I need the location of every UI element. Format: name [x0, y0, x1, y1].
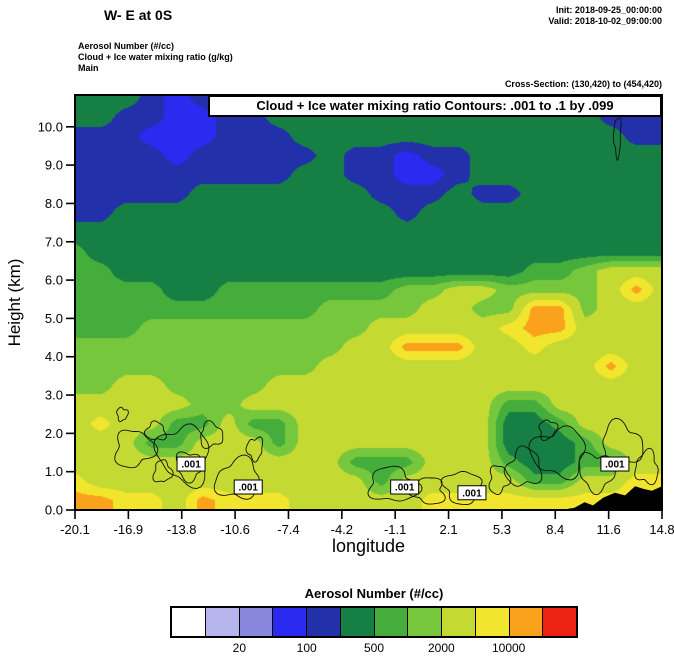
field-list: Aerosol Number (#/cc) Cloud + Ice water … [78, 41, 233, 74]
colorbar-tick-label: 10000 [491, 641, 526, 655]
y-tick-label: 8.0 [45, 196, 63, 211]
x-tick-label: -4.2 [331, 522, 353, 537]
x-tick-label: 2.1 [440, 522, 458, 537]
field-cloud-ice-mixing-ratio: Cloud + Ice water mixing ratio (g/kg) [78, 52, 233, 62]
y-tick-label: 9.0 [45, 158, 63, 173]
run-times: Init: 2018-09-25_00:00:00 Valid: 2018-10… [548, 5, 662, 27]
valid-time: Valid: 2018-10-02_09:00:00 [548, 16, 662, 26]
x-axis-label: longitude [331, 536, 406, 556]
x-tick-label: 5.3 [493, 522, 511, 537]
field-main: Main [78, 63, 99, 73]
contour-info-banner: Cloud + Ice water mixing ratio Contours:… [208, 95, 662, 117]
x-tick-label: -13.8 [167, 522, 197, 537]
colorbar-cell [238, 608, 273, 636]
colorbar-cell [508, 608, 543, 636]
page-title: W- E at 0S [104, 7, 173, 23]
colorbar-cell [172, 608, 205, 636]
x-tick-label: 14.8 [649, 522, 674, 537]
colorbar-cell [542, 608, 576, 636]
colorbar [170, 606, 578, 638]
y-tick-label: 2.0 [45, 426, 63, 441]
y-tick-label: 4.0 [45, 349, 63, 364]
colorbar-cell [306, 608, 340, 636]
y-axis-label: Height (km) [5, 259, 24, 347]
y-tick-label: 6.0 [45, 273, 63, 288]
x-tick-label: 8.4 [546, 522, 564, 537]
y-tick-label: 3.0 [45, 388, 63, 403]
colorbar-tick-labels: 20 100 500 2000 10000 [170, 641, 578, 656]
init-time: Init: 2018-09-25_00:00:00 [555, 5, 662, 15]
field-aerosol-number: Aerosol Number (#/cc) [78, 41, 175, 51]
colorbar-cell [339, 608, 374, 636]
x-tick-label: -20.1 [60, 522, 90, 537]
x-tick-label: -1.1 [384, 522, 406, 537]
colorbar-cell [407, 608, 441, 636]
y-tick-label: 7.0 [45, 234, 63, 249]
x-tick-label: -7.4 [277, 522, 299, 537]
colorbar-tick-label: 500 [363, 641, 385, 655]
colorbar-tick-label: 100 [296, 641, 317, 655]
y-tick-label: 10.0 [38, 119, 63, 134]
x-tick-label: -16.9 [114, 522, 144, 537]
x-tick-label: -10.6 [220, 522, 250, 537]
colorbar-tick-label: 2000 [427, 641, 455, 655]
colorbar-title: Aerosol Number (#/cc) [304, 586, 444, 601]
cross-section-info: Cross-Section: (130,420) to (454,420) [504, 79, 662, 89]
colorbar-tick-label: 20 [232, 641, 247, 655]
colorbar-cell [441, 608, 475, 636]
x-tick-label: 11.6 [596, 522, 620, 537]
y-tick-label: 5.0 [45, 311, 63, 326]
aerosol-filled-contour-canvas [75, 95, 662, 510]
colorbar-cell [272, 608, 306, 636]
y-tick-label: 0.0 [45, 503, 63, 518]
y-tick-label: 1.0 [45, 464, 63, 479]
colorbar-cell [373, 608, 408, 636]
colorbar-cell [204, 608, 239, 636]
colorbar-cell [474, 608, 509, 636]
